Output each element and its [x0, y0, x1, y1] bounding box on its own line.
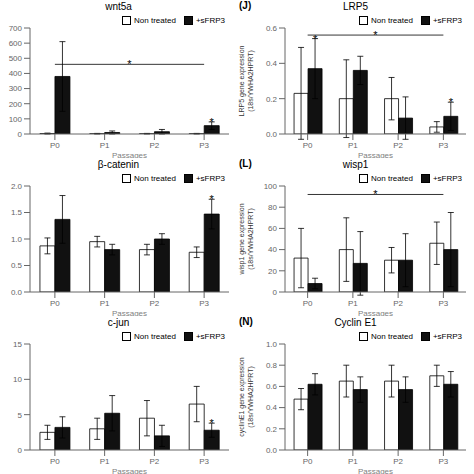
svg-text:P2: P2 [393, 141, 403, 150]
svg-text:Passages: Passages [112, 151, 147, 158]
svg-text:40: 40 [268, 245, 277, 254]
svg-text:*: * [373, 188, 378, 200]
svg-text:(18s/YWHA2HPRT): (18s/YWHA2HPRT) [247, 208, 255, 270]
svg-text:(18s/YWHA2HPRT): (18s/YWHA2HPRT) [247, 366, 255, 428]
svg-text:P2: P2 [149, 141, 159, 150]
svg-text:0.5: 0.5 [11, 261, 23, 270]
svg-text:P0: P0 [50, 141, 60, 150]
svg-text:5: 5 [18, 411, 23, 420]
svg-text:20: 20 [268, 267, 277, 276]
svg-text:0: 0 [18, 446, 23, 455]
svg-text:700: 700 [9, 24, 23, 33]
svg-text:P1: P1 [348, 299, 358, 308]
html-text:(L): (L) [239, 158, 252, 169]
html-text:(N): (N) [239, 316, 253, 327]
svg-text:P2: P2 [393, 299, 403, 308]
svg-text:15: 15 [13, 340, 22, 349]
svg-text:P3: P3 [199, 299, 209, 308]
svg-text:*: * [373, 29, 378, 41]
svg-text:P1: P1 [100, 141, 110, 150]
svg-text:P2: P2 [149, 299, 159, 308]
svg-text:0.4: 0.4 [266, 59, 278, 68]
svg-text:400: 400 [9, 69, 23, 78]
svg-text:P1: P1 [100, 299, 110, 308]
svg-text:P3: P3 [438, 141, 448, 150]
svg-text:600: 600 [9, 39, 23, 48]
svg-text:*: * [449, 96, 454, 108]
svg-text:*: * [210, 193, 215, 205]
html-text:Non treated: Non treated [371, 332, 413, 341]
svg-text:0.6: 0.6 [266, 382, 278, 391]
svg-text:80: 80 [268, 203, 277, 212]
svg-text:P0: P0 [50, 299, 60, 308]
svg-text:P3: P3 [438, 299, 448, 308]
svg-text:1.0: 1.0 [11, 235, 23, 244]
svg-text:P1: P1 [100, 457, 110, 466]
svg-text:wisp1 gene expression: wisp1 gene expression [238, 203, 246, 275]
html-text:wisp1: wisp1 [342, 159, 369, 170]
svg-text:P3: P3 [199, 457, 209, 466]
html-text:+sFRP3: +sFRP3 [195, 16, 225, 25]
svg-text:P3: P3 [199, 141, 209, 150]
svg-text:*: * [210, 417, 215, 429]
svg-text:LRP5 gene expression: LRP5 gene expression [238, 45, 246, 116]
svg-text:2.0: 2.0 [11, 182, 23, 191]
svg-text:100: 100 [9, 115, 23, 124]
html-text:Non treated: Non treated [134, 174, 176, 183]
svg-text:P0: P0 [303, 457, 313, 466]
html-text:+sFRP3: +sFRP3 [432, 174, 462, 183]
svg-text:Passages: Passages [358, 309, 393, 316]
svg-text:P0: P0 [303, 141, 313, 150]
html-text:Non treated: Non treated [371, 174, 413, 183]
svg-text:60: 60 [268, 224, 277, 233]
html-text:LRP5: LRP5 [343, 1, 368, 12]
svg-text:P1: P1 [348, 457, 358, 466]
html-text:β-catenin: β-catenin [97, 159, 140, 170]
svg-text:10: 10 [13, 375, 22, 384]
svg-text:Passages: Passages [112, 309, 147, 316]
svg-text:P0: P0 [303, 299, 313, 308]
html-text:Non treated: Non treated [134, 16, 176, 25]
svg-text:P2: P2 [393, 457, 403, 466]
svg-text:0.0: 0.0 [266, 130, 278, 139]
svg-text:*: * [210, 116, 215, 128]
svg-text:0.4: 0.4 [266, 403, 278, 412]
html-text:wnt5a: wnt5a [105, 1, 132, 12]
svg-text:0.6: 0.6 [266, 24, 278, 33]
html-text:c-jun: c-jun [107, 317, 130, 328]
html-text:+sFRP3: +sFRP3 [195, 174, 225, 183]
svg-text:(18s/YWHA2HPRT): (18s/YWHA2HPRT) [247, 50, 255, 112]
svg-text:0.0: 0.0 [11, 288, 23, 297]
svg-text:300: 300 [9, 84, 23, 93]
html-text:Cyclin E1: Cyclin E1 [334, 317, 377, 328]
svg-text:*: * [127, 58, 132, 70]
svg-text:0: 0 [273, 288, 278, 297]
html-text:Non treated: Non treated [134, 332, 176, 341]
svg-text:0: 0 [18, 130, 23, 139]
svg-text:Passages: Passages [358, 151, 393, 158]
svg-text:100: 100 [264, 182, 278, 191]
svg-text:*: * [313, 33, 318, 45]
svg-text:P3: P3 [438, 457, 448, 466]
svg-text:0.8: 0.8 [266, 361, 278, 370]
svg-text:1.5: 1.5 [11, 208, 23, 217]
html-text:(J): (J) [239, 0, 252, 11]
svg-text:Passages: Passages [358, 467, 393, 474]
svg-text:Passages: Passages [112, 467, 147, 474]
svg-text:500: 500 [9, 54, 23, 63]
svg-text:0.0: 0.0 [266, 446, 278, 455]
html-text:+sFRP3: +sFRP3 [432, 16, 462, 25]
svg-text:1.0: 1.0 [266, 340, 278, 349]
svg-text:0.2: 0.2 [266, 95, 278, 104]
html-text:Non treated: Non treated [371, 16, 413, 25]
html-text:+sFRP3: +sFRP3 [432, 332, 462, 341]
svg-text:P2: P2 [149, 457, 159, 466]
svg-text:P1: P1 [348, 141, 358, 150]
html-text:+sFRP3: +sFRP3 [195, 332, 225, 341]
svg-text:0.2: 0.2 [266, 425, 278, 434]
svg-text:200: 200 [9, 100, 23, 109]
svg-text:cyclinE1 gene expression: cyclinE1 gene expression [238, 357, 246, 436]
svg-text:P0: P0 [50, 457, 60, 466]
